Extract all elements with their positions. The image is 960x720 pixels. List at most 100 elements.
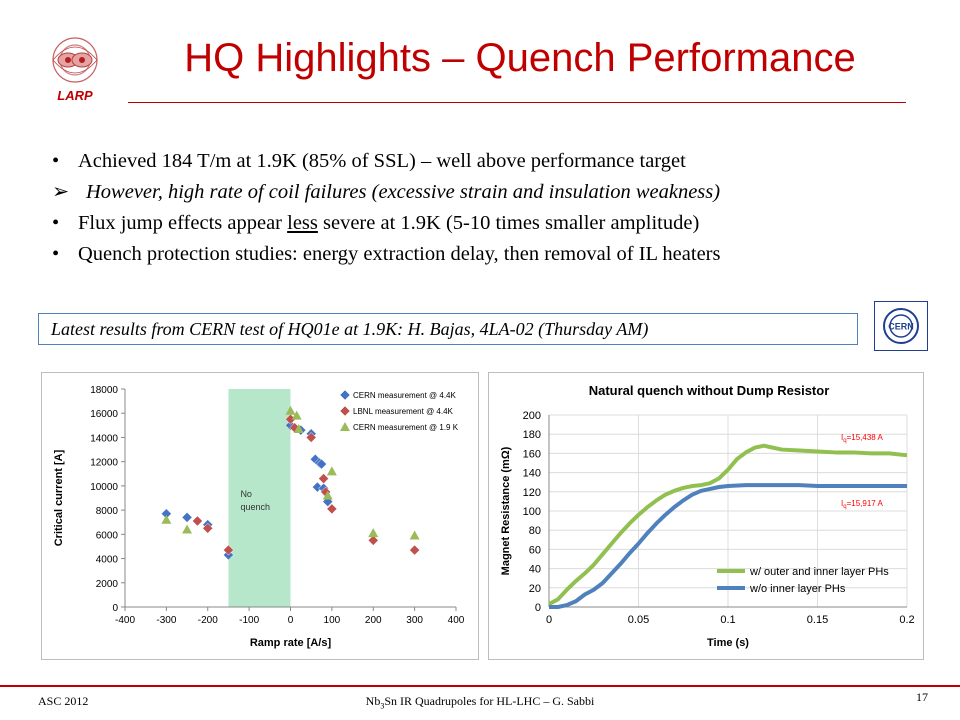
resistance-chart: Natural quench without Dump Resistor 0 0.… <box>500 383 915 649</box>
y-axis-title: Magnet Resistance (mΩ) <box>500 446 512 575</box>
x-tick-label: 0 <box>288 615 294 626</box>
chart-title: Natural quench without Dump Resistor <box>589 383 830 398</box>
series-line-with-outer-inner-phs <box>548 443 908 606</box>
data-point <box>368 528 379 538</box>
legend-marker <box>340 422 350 431</box>
y-tick-label: 200 <box>523 410 541 422</box>
bullet-text-underlined: less <box>287 212 318 234</box>
x-tick-label: 100 <box>324 615 341 626</box>
data-point <box>326 466 337 476</box>
footer-title: Nb3Sn IR Quadrupoles for HL-LHC – G. Sab… <box>330 694 630 710</box>
legend-marker <box>339 389 351 401</box>
y-tick-label: 4000 <box>96 555 119 566</box>
footer-conference: ASC 2012 <box>38 694 89 708</box>
critical-current-chart: No quench -400 -300 -200 -100 0 100 200 300 4000… <box>53 385 465 649</box>
current-annotation: Iq=15,438 A <box>841 433 884 444</box>
bullet-dot-icon: • <box>52 150 60 172</box>
data-point <box>409 530 420 540</box>
data-point <box>182 524 193 534</box>
data-point <box>291 410 302 420</box>
y-tick-label: 8000 <box>96 506 119 517</box>
y-tick-label: 12000 <box>90 458 118 469</box>
footer-title-part: Sn IR Quadrupoles for HL-LHC – G. Sabbi <box>384 694 595 708</box>
cern-logo-text: CERN <box>888 322 914 332</box>
critical-current-chart-panel: No quench -400 -300 -200 -100 0 100 200 300 400 0… <box>41 372 479 660</box>
data-point <box>326 503 338 515</box>
y-tick-label: 0 <box>535 602 541 614</box>
y-tick-label: 0 <box>112 603 118 614</box>
y-tick-label: 20 <box>529 583 541 595</box>
x-tick-label: 0.2 <box>899 614 914 626</box>
larp-logo-text: LARP <box>57 88 93 103</box>
y-tick-label: 6000 <box>96 530 119 541</box>
y-tick-label: 60 <box>529 544 541 556</box>
arrow-bullet-icon: ➢ <box>52 181 70 203</box>
y-tick-label: 120 <box>523 487 541 499</box>
x-tick-label: -100 <box>239 615 259 626</box>
data-point <box>293 423 304 433</box>
data-point <box>181 512 193 523</box>
data-point <box>223 544 234 556</box>
y-tick-label: 16000 <box>90 409 118 420</box>
bullet-item: • Quench protection studies: energy extr… <box>52 239 952 270</box>
larp-logo: LARP <box>52 37 98 103</box>
data-point <box>316 458 327 470</box>
x-tick-label: 400 <box>448 615 465 626</box>
y-tick-label: 80 <box>529 525 541 537</box>
bullet-item: • Achieved 184 T/m at 1.9K (85% of SSL) … <box>52 146 952 177</box>
data-point <box>409 544 420 556</box>
legend-marker <box>339 405 351 417</box>
y-tick-label: 160 <box>523 448 541 460</box>
footer-title-part: Nb <box>365 694 381 708</box>
bullet-text: Achieved 184 T/m at 1.9K (85% of SSL) – … <box>78 150 686 172</box>
bullet-list: • Achieved 184 T/m at 1.9K (85% of SSL) … <box>52 146 952 270</box>
data-point <box>192 515 203 527</box>
no-quench-label: quench <box>240 502 270 512</box>
bullet-dot-icon: • <box>52 212 60 234</box>
legend-label: CERN measurement @ 1.9 K <box>353 423 459 432</box>
x-tick-label: 0.1 <box>720 614 735 626</box>
data-point <box>318 473 329 484</box>
data-point <box>367 535 379 546</box>
cern-logo: CERN <box>874 301 928 351</box>
bullet-text: Quench protection studies: energy extrac… <box>78 243 721 265</box>
x-tick-label: -300 <box>156 615 176 626</box>
y-axis-title: Critical current [A] <box>53 449 65 546</box>
bullet-item: • Flux jump effects appear less severe a… <box>52 208 952 239</box>
y-tick-label: 40 <box>529 564 541 576</box>
data-point <box>285 405 296 415</box>
y-tick-label: 100 <box>523 506 541 518</box>
bullet-text-post: severe at 1.9K (5-10 times smaller ampli… <box>317 212 700 234</box>
legend-label: w/ outer and inner layer PHs <box>749 566 889 578</box>
x-tick-label: -200 <box>198 615 218 626</box>
data-point <box>322 490 333 500</box>
data-point <box>161 514 172 524</box>
data-point <box>202 522 214 534</box>
y-tick-label: 18000 <box>90 385 118 396</box>
bullet-item: ➢ However, high rate of coil failures (e… <box>52 177 952 208</box>
slide-title: HQ Highlights – Quench Performance <box>184 36 856 80</box>
footer-title-subscript: 3 <box>380 701 385 711</box>
bullet-text: However, high rate of coil failures (exc… <box>86 181 721 203</box>
no-quench-label: No <box>240 489 252 499</box>
x-tick-label: 200 <box>365 615 382 626</box>
x-axis-title: Time (s) <box>707 637 749 649</box>
legend-label: CERN measurement @ 4.4K <box>353 391 456 400</box>
x-tick-label: -400 <box>115 615 135 626</box>
data-point <box>305 432 317 443</box>
x-tick-label: 300 <box>406 615 423 626</box>
bullet-dot-icon: • <box>52 243 60 265</box>
x-tick-label: 0 <box>546 614 552 626</box>
y-tick-label: 14000 <box>90 433 118 444</box>
title-divider <box>128 102 906 103</box>
legend-label: LBNL measurement @ 4.4K <box>353 407 454 416</box>
bullet-text-pre: Flux jump effects appear <box>78 212 288 234</box>
y-tick-label: 140 <box>523 468 541 480</box>
y-tick-label: 10000 <box>90 482 118 493</box>
footer-divider <box>0 685 960 687</box>
resistance-chart-panel: Natural quench without Dump Resistor 0 0.… <box>488 372 924 660</box>
page-number: 17 <box>916 690 928 704</box>
no-quench-band <box>228 389 291 607</box>
y-tick-label: 180 <box>523 429 541 441</box>
legend-label: w/o inner layer PHs <box>749 583 846 595</box>
